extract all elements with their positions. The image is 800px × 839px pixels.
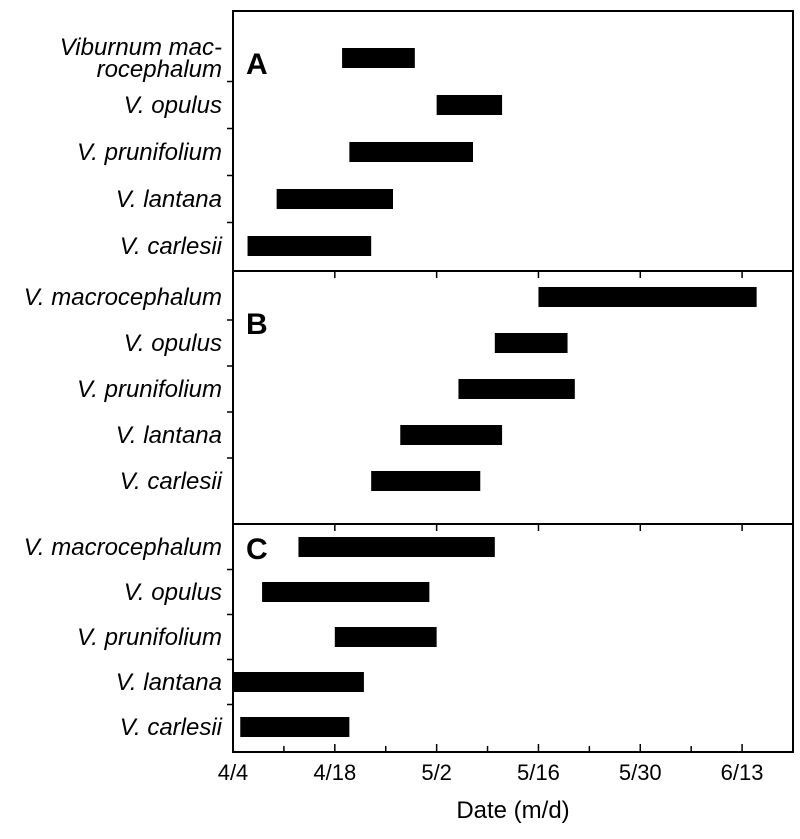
category-label: V. prunifolium: [77, 624, 222, 651]
category-label: V. opulus: [124, 330, 222, 357]
category-label: V. prunifolium: [77, 376, 222, 403]
bloom-bar-a-2: [349, 142, 473, 162]
category-label: V. lantana: [116, 186, 222, 213]
bloom-bar-a-0: [342, 48, 415, 68]
category-label: V. prunifolium: [77, 139, 222, 166]
x-axis-title: Date (m/d): [456, 797, 569, 824]
x-tick-label: 4/4: [218, 760, 249, 785]
category-label: rocephalum: [97, 56, 222, 83]
bloom-bar-c-0: [298, 537, 495, 557]
ticks: [227, 80, 743, 752]
panel-letter-a: A: [246, 48, 268, 81]
category-label: V. macrocephalum: [24, 284, 222, 311]
bloom-bar-b-2: [458, 379, 575, 399]
category-label: V. lantana: [116, 669, 222, 696]
bloom-bar-b-4: [371, 471, 481, 491]
panel-letter-c: C: [246, 533, 268, 566]
panel-letters: A B C: [246, 48, 268, 566]
category-label: V. macrocephalum: [24, 534, 222, 561]
category-label: V. carlesii: [120, 468, 223, 495]
category-label: V. opulus: [124, 92, 222, 119]
category-label: V. opulus: [124, 579, 222, 606]
bloom-bar-b-0: [538, 287, 757, 307]
bloom-bar-c-2: [334, 627, 437, 647]
category-label: V. carlesii: [120, 714, 223, 741]
category-label: V. carlesii: [120, 233, 223, 260]
x-tick-labels: 4/4 4/18 5/2 5/16 5/30 6/13: [218, 760, 764, 785]
bloom-bar-b-3: [400, 425, 503, 445]
bloom-bar-a-3: [276, 189, 393, 209]
panel-letter-b: B: [246, 308, 268, 341]
category-labels: Viburnum mac-rocephalum V. opulus V. pruni…: [24, 34, 223, 741]
category-label: Viburnum mac-: [60, 34, 222, 61]
x-tick-label: 5/2: [421, 760, 452, 785]
category-label: V. lantana: [116, 422, 222, 449]
chart-frame: [232, 10, 794, 753]
x-tick-label: 4/18: [313, 760, 356, 785]
bloom-bar-b-1: [494, 333, 568, 353]
bars: [233, 48, 757, 737]
x-tick-label: 6/13: [721, 760, 764, 785]
bloom-bar-c-3: [233, 672, 364, 692]
bloom-bar-c-1: [262, 582, 430, 602]
x-tick-label: 5/30: [619, 760, 662, 785]
bloom-bar-c-4: [240, 717, 350, 737]
bloom-bar-a-4: [247, 236, 372, 256]
bloom-bar-a-1: [436, 95, 503, 115]
x-tick-label: 5/16: [517, 760, 560, 785]
